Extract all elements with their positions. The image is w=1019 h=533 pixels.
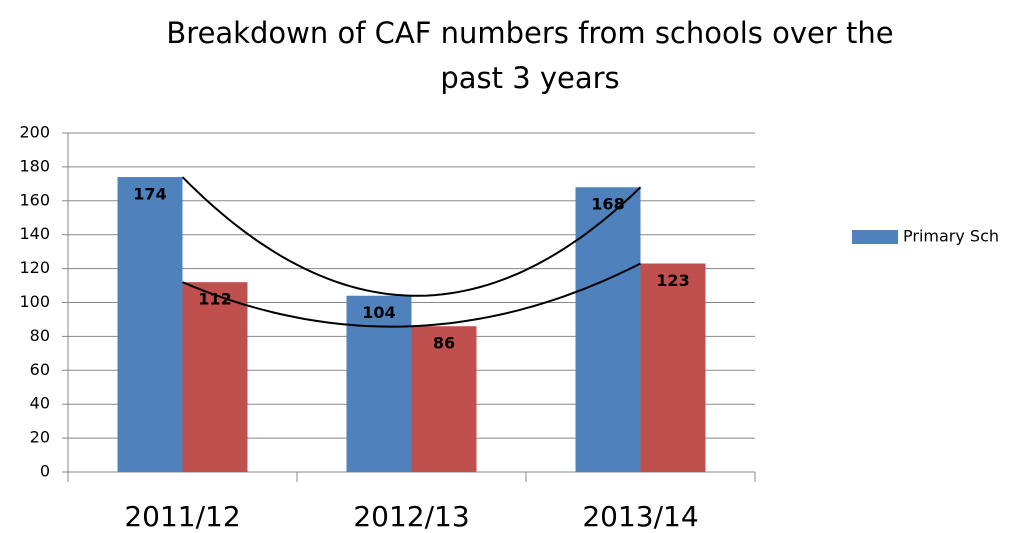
chart-title: Breakdown of CAF numbers from schools ov… bbox=[166, 16, 893, 50]
y-tick-label: 200 bbox=[19, 123, 50, 142]
trendline bbox=[182, 262, 641, 328]
legend-swatch bbox=[852, 230, 898, 244]
data-label: 86 bbox=[433, 334, 455, 353]
y-tick-label: 120 bbox=[19, 258, 50, 277]
data-label: 123 bbox=[656, 271, 689, 290]
y-tick-label: 140 bbox=[19, 224, 50, 243]
y-tick-label: 20 bbox=[30, 428, 50, 447]
data-label: 168 bbox=[591, 195, 624, 214]
bar bbox=[411, 326, 477, 472]
y-tick-label: 180 bbox=[19, 156, 50, 175]
bar bbox=[640, 263, 706, 472]
y-tick-label: 160 bbox=[19, 190, 50, 209]
data-label: 104 bbox=[362, 303, 395, 322]
x-tick-label: 2011/12 bbox=[124, 500, 240, 533]
y-tick-label: 60 bbox=[30, 360, 50, 379]
y-tick-label: 80 bbox=[30, 326, 50, 345]
bar bbox=[117, 177, 183, 472]
y-tick-label: 0 bbox=[40, 462, 50, 481]
bar bbox=[575, 187, 641, 473]
x-tick-label: 2012/13 bbox=[353, 500, 469, 533]
data-label: 112 bbox=[198, 290, 231, 309]
bar bbox=[182, 282, 248, 472]
chart-title: past 3 years bbox=[440, 61, 619, 95]
y-tick-label: 100 bbox=[19, 292, 50, 311]
legend-label: Primary Sch bbox=[903, 227, 999, 246]
data-label: 174 bbox=[133, 185, 166, 204]
trendline bbox=[181, 176, 642, 297]
x-tick-label: 2013/14 bbox=[582, 500, 698, 533]
y-tick-label: 40 bbox=[30, 394, 50, 413]
